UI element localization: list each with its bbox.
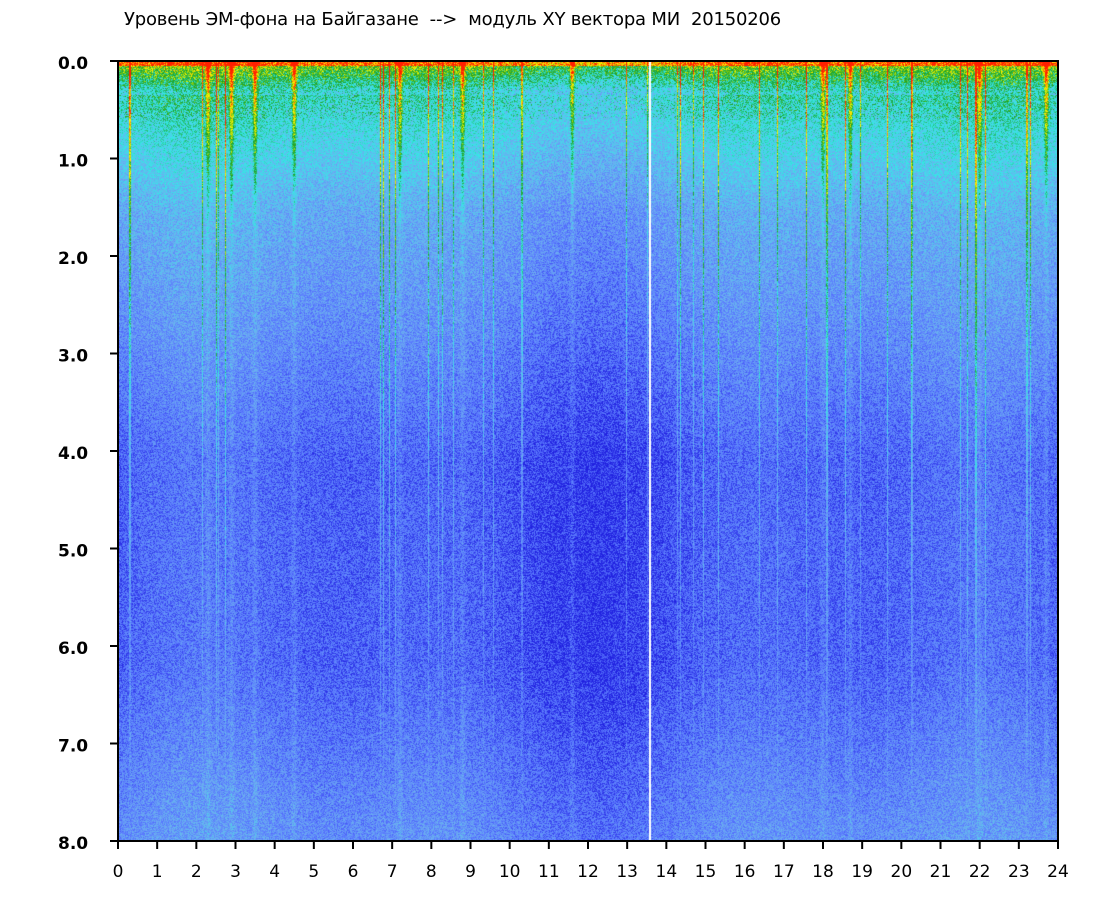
x-tick-label: 9 [465,862,476,882]
x-tick-label: 22 [969,862,991,882]
chart-title: Уровень ЭМ-фона на Байгазане --> модуль … [124,9,782,30]
x-tick-label: 11 [538,862,560,882]
x-tick-label: 16 [734,862,756,882]
y-tick-label: 0.0 [58,54,88,74]
x-tick-label: 2 [191,862,202,882]
y-tick-label: 6.0 [58,639,88,659]
y-tick-label: 4.0 [58,444,88,464]
x-tick-label: 3 [230,862,241,882]
heatmap-image [118,61,1058,841]
x-tick-label: 10 [499,862,521,882]
x-tick-label: 21 [930,862,952,882]
y-axis-ticks: 0.0 1.0 2.0 3.0 4.0 5.0 6.0 7.0 8.0 [58,54,118,854]
y-tick-label: 3.0 [58,347,88,367]
y-tick-label: 2.0 [58,249,88,269]
x-tick-label: 4 [269,862,280,882]
x-tick-label: 13 [616,862,638,882]
x-tick-label: 0 [113,862,124,882]
x-tick-label: 12 [577,862,599,882]
x-tick-label: 18 [812,862,834,882]
y-tick-label: 8.0 [58,834,88,854]
x-tick-label: 8 [426,862,437,882]
x-tick-label: 19 [851,862,873,882]
y-tick-label: 1.0 [58,152,88,172]
x-tick-label: 15 [695,862,717,882]
x-tick-label: 14 [656,862,678,882]
y-tick-label: 5.0 [58,542,88,562]
y-tick-label: 7.0 [58,737,88,757]
x-tick-label: 6 [348,862,359,882]
x-tick-label: 17 [773,862,795,882]
x-tick-label: 1 [152,862,163,882]
x-axis-ticks: 0 1 2 3 4 5 6 7 8 9 10 11 12 13 14 15 16 17 18 19 20 21 22 23 24 [113,841,1069,882]
x-tick-label: 24 [1047,862,1069,882]
x-tick-label: 7 [387,862,398,882]
x-tick-label: 23 [1008,862,1030,882]
heatmap-layer [118,61,1058,841]
x-tick-label: 20 [891,862,913,882]
x-tick-label: 5 [308,862,319,882]
